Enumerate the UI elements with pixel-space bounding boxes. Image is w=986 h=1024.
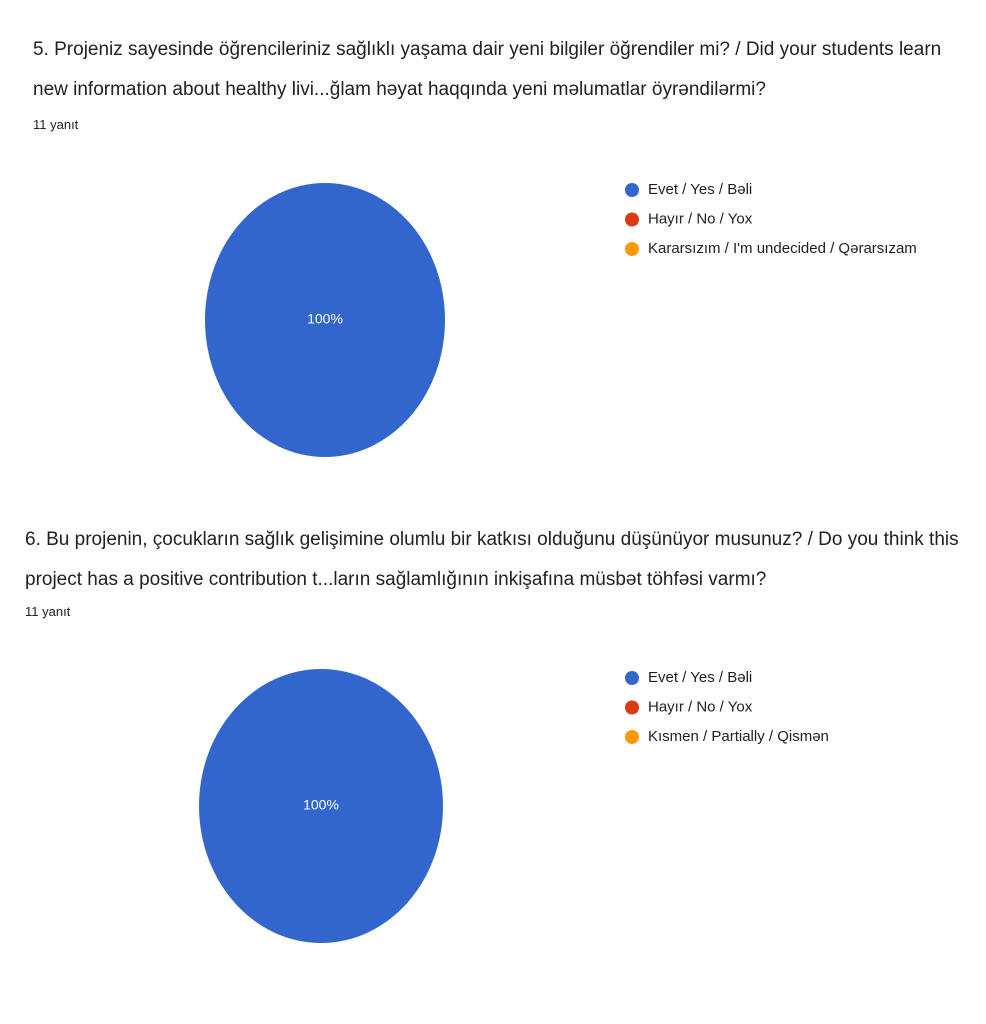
response-count: 11 yanıt (33, 117, 79, 132)
legend-label: Evet / Yes / Bəli (648, 181, 752, 198)
pie-slice (205, 183, 445, 457)
slice-label: 100% (307, 311, 343, 327)
chart-title: 5. Projeniz sayesinde öğrencileriniz sağ… (33, 39, 942, 100)
slice-label: 100% (303, 797, 339, 813)
legend-marker (625, 671, 639, 685)
legend-marker (625, 242, 639, 256)
legend-marker (625, 183, 639, 197)
legend-label: Kısmen / Partially / Qismən (648, 728, 829, 745)
response-count: 11 yanıt (25, 604, 71, 619)
legend-label: Hayır / No / Yox (648, 698, 753, 715)
legend-label: Hayır / No / Yox (648, 210, 753, 227)
chart-title: 6. Bu projenin, çocukların sağlık gelişi… (25, 529, 959, 590)
legend-label: Kararsızım / I'm undecided / Qərarsızam (648, 240, 917, 257)
legend-marker (625, 700, 639, 715)
legend-marker (625, 730, 639, 744)
pie-slice (199, 669, 443, 943)
legend-marker (625, 212, 639, 227)
legend-label: Evet / Yes / Bəli (648, 669, 752, 686)
